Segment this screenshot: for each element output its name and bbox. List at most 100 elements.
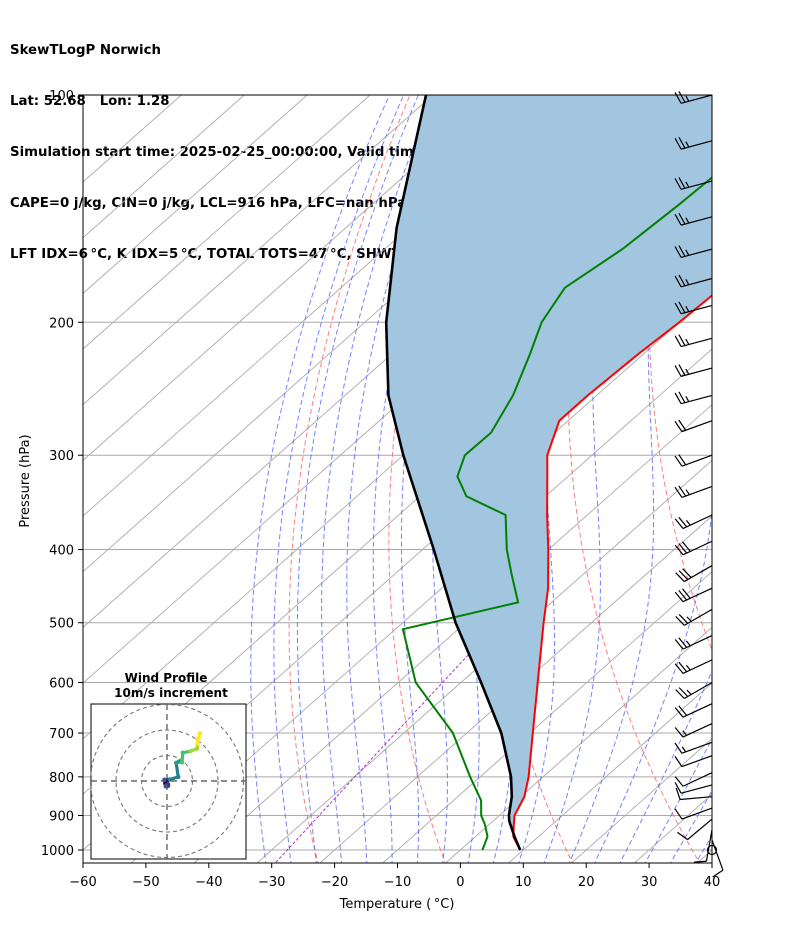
hodograph-trace-segment bbox=[174, 761, 180, 779]
wind-barb-flag bbox=[674, 421, 683, 432]
wind-barb-flag bbox=[674, 392, 682, 405]
wind-barb bbox=[674, 723, 713, 738]
isotherm bbox=[83, 95, 371, 350]
x-tick-label: 40 bbox=[704, 875, 721, 890]
isotherm bbox=[319, 515, 712, 863]
x-tick-label: −30 bbox=[258, 875, 285, 890]
wind-barb bbox=[711, 839, 724, 878]
wind-barb-staff bbox=[681, 420, 713, 433]
wind-barb-flag bbox=[675, 689, 685, 699]
wind-barb-flag bbox=[694, 860, 707, 863]
wind-barb-staff bbox=[687, 818, 713, 841]
hodograph-point bbox=[163, 784, 168, 789]
wind-barb-staff bbox=[680, 367, 713, 377]
wind-barb-staff bbox=[681, 741, 713, 754]
wind-barb-flag bbox=[678, 245, 686, 257]
wind-barb-flag bbox=[674, 455, 683, 467]
wind-barb-flag bbox=[712, 869, 724, 878]
wind-barb-flag bbox=[678, 274, 686, 287]
wind-barb-flag bbox=[674, 782, 682, 794]
wind-barb-staff bbox=[680, 216, 713, 226]
isotherm bbox=[193, 404, 712, 863]
y-tick-label: 500 bbox=[49, 617, 74, 632]
wind-barb-staff bbox=[682, 703, 713, 718]
y-tick-label: 100 bbox=[49, 89, 74, 104]
wind-barbs bbox=[674, 91, 724, 878]
wind-barb-flag bbox=[678, 485, 687, 497]
wind-barb-staff bbox=[705, 829, 713, 862]
x-axis-label: Temperature ( °C) bbox=[339, 897, 455, 912]
wind-barb-flag bbox=[674, 275, 682, 288]
hodograph-plot bbox=[89, 703, 246, 859]
hodograph-title: Wind Profile bbox=[125, 671, 208, 685]
wind-barb-flag bbox=[678, 391, 686, 403]
wind-barb-half-flag bbox=[685, 141, 690, 148]
wind-barb-flag bbox=[678, 637, 688, 648]
wind-barb-flag bbox=[678, 661, 688, 673]
wind-barb-flag bbox=[678, 177, 686, 189]
isotherm bbox=[83, 95, 245, 239]
wind-barb bbox=[674, 212, 713, 226]
y-tick-label: 900 bbox=[49, 809, 74, 824]
x-tick-label: 10 bbox=[515, 875, 532, 890]
cape-cin-shading bbox=[386, 95, 712, 850]
hodograph-point bbox=[188, 748, 193, 754]
wind-barb bbox=[674, 454, 713, 467]
wind-barb-flag bbox=[677, 831, 688, 841]
moist-adiabat bbox=[594, 506, 712, 863]
y-tick-label: 400 bbox=[49, 544, 74, 559]
x-tick-label: 0 bbox=[456, 875, 464, 890]
wind-barb bbox=[674, 772, 713, 787]
wind-barb-staff bbox=[683, 565, 713, 583]
isotherm bbox=[83, 95, 497, 461]
wind-barb-half-flag bbox=[686, 616, 692, 622]
wind-barb-staff bbox=[681, 485, 713, 498]
wind-barb-flag bbox=[682, 568, 692, 578]
wind-barb bbox=[674, 659, 713, 674]
wind-barb bbox=[674, 364, 713, 377]
dry-adiabat bbox=[726, 95, 794, 866]
x-tick-label: −10 bbox=[384, 875, 411, 890]
wind-barb-half-flag bbox=[685, 305, 690, 312]
wind-barb-flag bbox=[678, 301, 686, 313]
isotherm bbox=[757, 95, 794, 866]
y-tick-label: 300 bbox=[49, 449, 74, 464]
wind-barb-staff bbox=[680, 784, 713, 794]
wind-barb-half-flag bbox=[685, 95, 690, 102]
wind-barb bbox=[674, 540, 713, 556]
wind-barb bbox=[674, 514, 713, 530]
wind-barb-flag bbox=[674, 246, 682, 258]
wind-barb-staff bbox=[682, 659, 713, 674]
wind-barb bbox=[674, 91, 713, 104]
wind-barb-flag bbox=[678, 136, 686, 149]
wind-barb-half-flag bbox=[685, 489, 690, 496]
wind-barb-flag bbox=[674, 742, 683, 754]
wind-barb bbox=[677, 818, 713, 841]
wind-barb-flag bbox=[674, 138, 682, 150]
hodograph-point bbox=[195, 737, 201, 742]
wind-barb-staff bbox=[681, 755, 713, 768]
hodograph-point bbox=[179, 760, 185, 765]
wind-barb-flag bbox=[678, 570, 689, 580]
wind-barb bbox=[675, 565, 713, 583]
hodograph-subtitle: 10m/s increment bbox=[114, 686, 228, 700]
wind-barb-flag bbox=[674, 756, 683, 767]
wind-barb-staff bbox=[682, 587, 713, 603]
y-tick-label: 600 bbox=[49, 677, 74, 692]
wind-barb-staff bbox=[682, 723, 713, 738]
wind-barb-flag bbox=[675, 572, 685, 582]
wind-barb-flag bbox=[674, 591, 684, 603]
moist-adiabat bbox=[568, 95, 674, 863]
wind-barb bbox=[674, 755, 713, 768]
hodograph-point bbox=[180, 750, 186, 755]
wind-barb-half-flag bbox=[686, 689, 692, 695]
wind-barb-half-flag bbox=[685, 519, 691, 526]
wind-barb-half-flag bbox=[685, 640, 691, 647]
sounding-profiles bbox=[384, 95, 712, 851]
hodograph-point bbox=[162, 777, 167, 782]
hodograph-point bbox=[176, 759, 181, 764]
mixing-ratio-line bbox=[274, 622, 499, 863]
wind-barb bbox=[674, 635, 713, 650]
